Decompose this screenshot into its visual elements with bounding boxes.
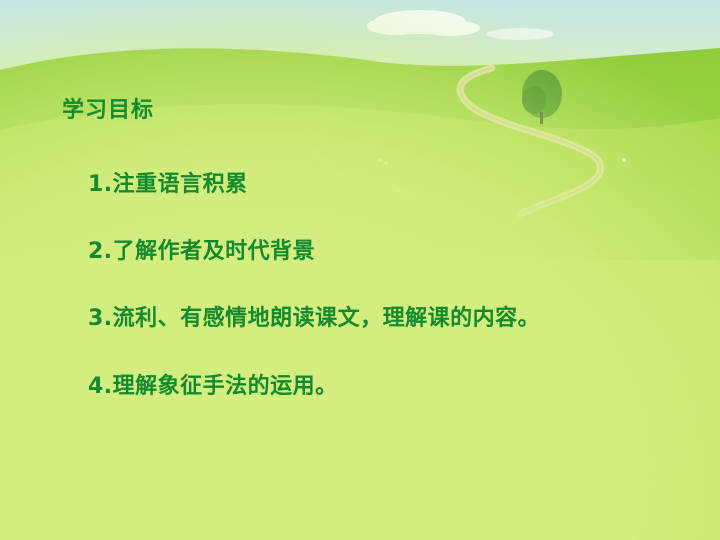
slide-title: 学习目标: [62, 98, 155, 123]
objective-item: 4.理解象征手法的运用。: [88, 374, 338, 399]
objective-item: 2.了解作者及时代背景: [88, 239, 316, 264]
objective-item: 3.流利、有感情地朗读课文，理解课的内容。: [88, 306, 541, 331]
objective-item: 1.注重语言积累: [88, 172, 248, 197]
